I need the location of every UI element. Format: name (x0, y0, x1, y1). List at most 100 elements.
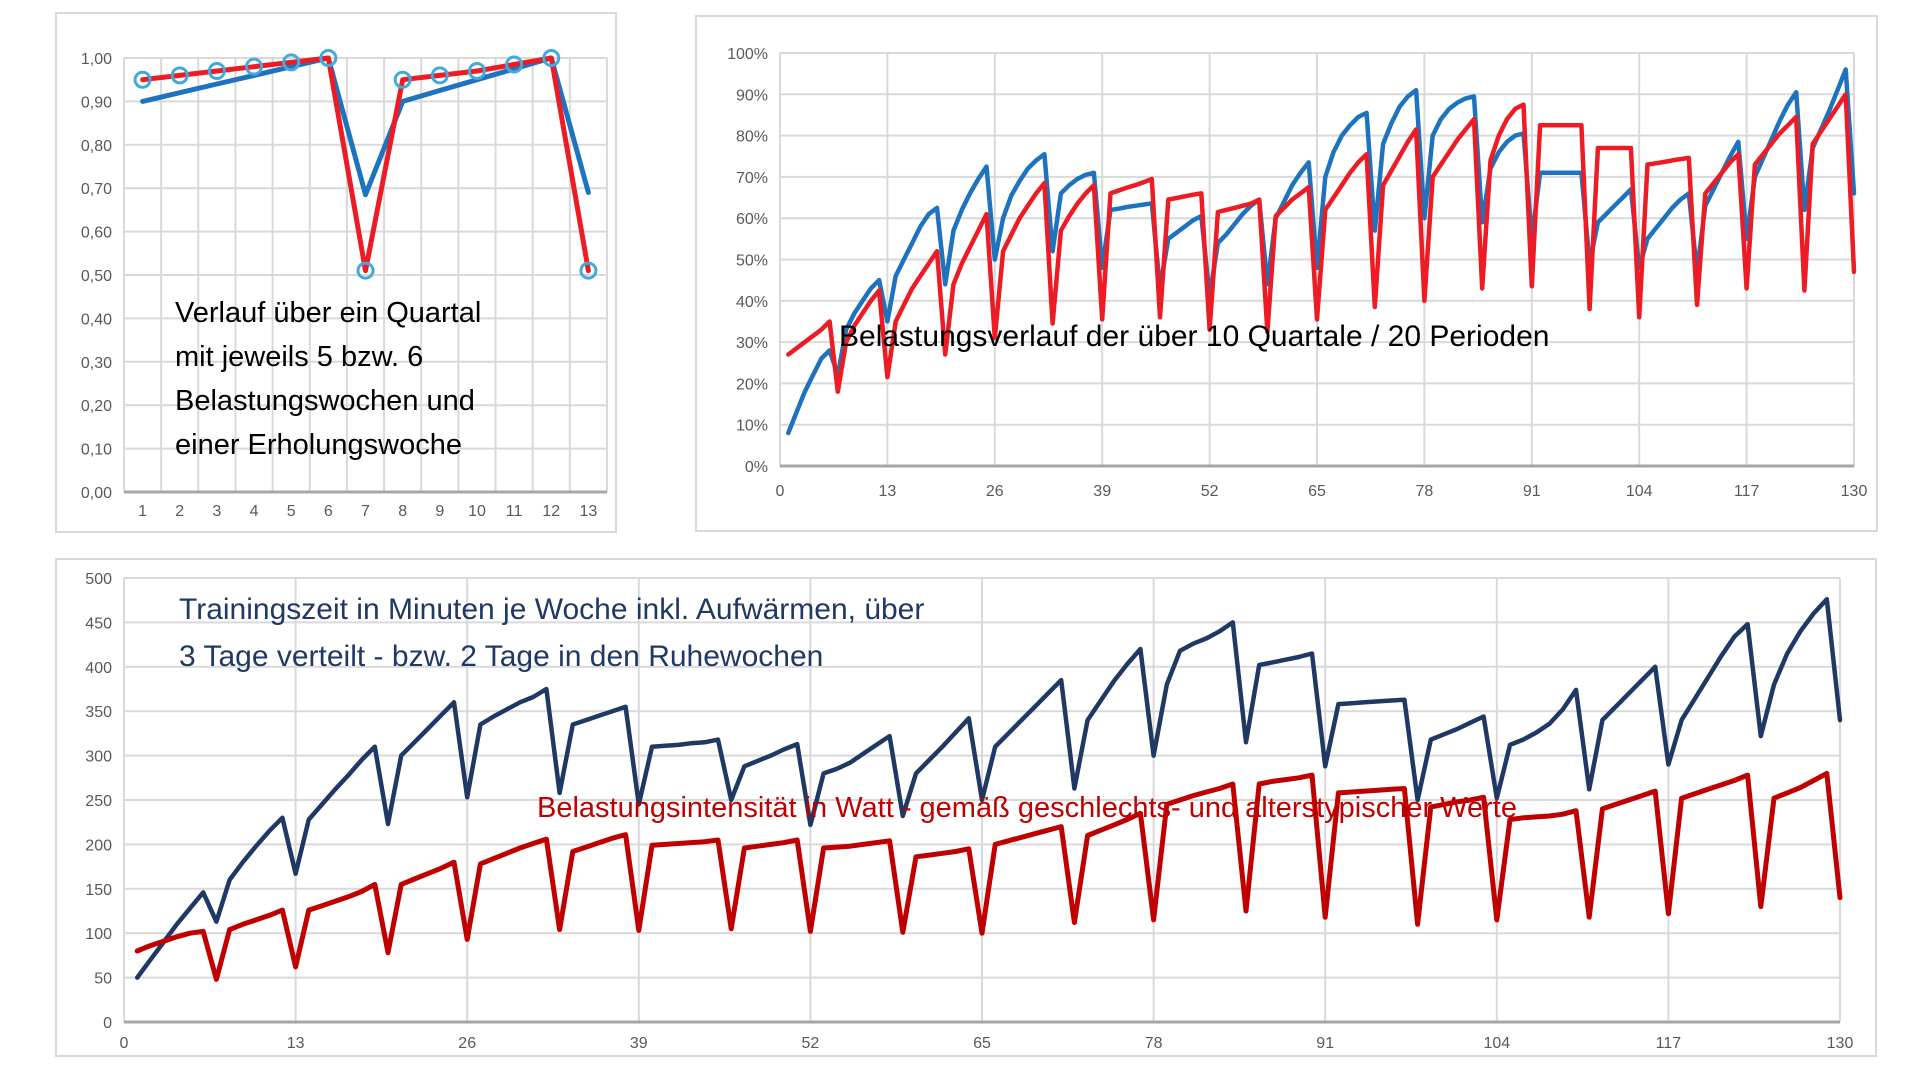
x-tick-label: 52 (802, 1035, 820, 1052)
x-tick-label: 11 (506, 503, 523, 520)
series-red-line (140, 55, 591, 274)
data-point-marker (282, 53, 301, 72)
x-tick-label: 130 (1827, 1035, 1854, 1052)
y-tick-label: 10% (736, 418, 768, 435)
x-tick-label: 5 (287, 503, 296, 520)
data-point-marker (356, 261, 375, 280)
y-tick-label: 70% (736, 170, 768, 187)
x-tick-label: 26 (986, 483, 1004, 500)
series-blue-line (140, 55, 591, 198)
x-tick-label: 117 (1734, 483, 1760, 500)
y-tick-label: 0,60 (81, 225, 112, 242)
x-tick-label: 7 (361, 503, 370, 520)
x-tick-label: 39 (1093, 483, 1111, 500)
data-point-marker (170, 66, 189, 85)
chart-training-panel: 0 13 26 39 52 65 78 91 104 117 130 0 50 100 150 200 250 3… (55, 558, 1877, 1057)
x-tick-label: 13 (580, 503, 598, 520)
y-tick-label: 200 (85, 837, 112, 854)
annotation-line: einer Erholungswoche (175, 429, 462, 461)
x-tick-label: 26 (458, 1035, 476, 1052)
y-tick-label: 0 (103, 1015, 112, 1032)
chart-quartal-annotation: Verlauf über ein Quartal mit jeweils 5 b… (175, 291, 481, 467)
y-tick-label: 20% (736, 376, 768, 393)
data-point-marker (467, 62, 486, 81)
series-darkred-line (134, 770, 1843, 982)
series-red-line (786, 92, 1857, 394)
y-tick-label: 500 (85, 571, 112, 588)
x-tick-label: 3 (212, 503, 221, 520)
y-tick-label: 0,70 (81, 181, 112, 198)
x-tick-label: 52 (1201, 483, 1219, 500)
y-tick-label: 400 (85, 660, 112, 677)
y-tick-label: 0,10 (81, 442, 112, 459)
y-tick-label: 0,40 (81, 311, 112, 328)
y-tick-label: 0,20 (81, 398, 112, 415)
data-point-marker (505, 55, 524, 74)
y-tick-label: 100% (727, 46, 768, 63)
x-tick-label: 10 (468, 503, 486, 520)
chart-training-annotation-red: Belastungsintensität in Watt - gemäß ges… (537, 792, 1517, 825)
x-tick-label: 13 (287, 1035, 305, 1052)
x-tick-label: 117 (1656, 1035, 1682, 1052)
y-tick-label: 80% (736, 129, 768, 146)
data-point-marker (319, 49, 338, 67)
x-tick-label: 65 (1308, 483, 1326, 500)
x-tick-label: 78 (1145, 1035, 1163, 1052)
x-tick-label: 91 (1523, 483, 1541, 500)
x-tick-label: 39 (630, 1035, 648, 1052)
y-tick-label: 350 (85, 704, 112, 721)
y-tick-label: 50% (736, 253, 768, 270)
y-tick-label: 0,90 (81, 94, 112, 111)
x-tick-label: 13 (879, 483, 897, 500)
x-tick-label: 104 (1483, 1035, 1510, 1052)
y-tick-label: 100 (85, 926, 112, 943)
y-tick-label: 0,50 (81, 268, 112, 285)
x-tick-label: 0 (776, 483, 785, 500)
data-point-marker (207, 62, 226, 81)
data-point-marker (245, 57, 264, 76)
chart-belastungsverlauf-annotation: Belastungsverlauf der über 10 Quartale /… (839, 320, 1549, 354)
data-point-marker (133, 70, 152, 89)
x-tick-label: 0 (120, 1035, 129, 1052)
annotation-line: Trainingszeit in Minuten je Woche inkl. … (179, 593, 925, 626)
y-tick-label: 30% (736, 335, 768, 352)
chart-quartal-panel: 1 2 3 4 5 6 7 8 9 10 11 12 13 0,00 0,10 0,20 0,30 0,40 0,5… (55, 12, 617, 533)
series-navy-line (134, 597, 1843, 980)
x-tick-label: 12 (542, 503, 560, 520)
y-tick-label: 250 (85, 793, 112, 810)
chart-training-canvas: 0 13 26 39 52 65 78 91 104 117 130 0 50 100 150 200 250 3… (85, 571, 1854, 1052)
x-tick-label: 6 (324, 503, 333, 520)
annotation-line: mit jeweils 5 bzw. 6 (175, 341, 424, 373)
annotation-line: Verlauf über ein Quartal (175, 297, 482, 329)
y-tick-label: 0,30 (81, 355, 112, 372)
x-tick-label: 8 (398, 503, 407, 520)
annotation-line: Belastungsintensität in Watt - gemäß ges… (537, 792, 1517, 824)
data-point-marker (430, 66, 449, 85)
annotation-line: Belastungswochen und (175, 385, 475, 417)
series-blue-line (786, 67, 1857, 436)
annotation-line: 3 Tage verteilt - bzw. 2 Tage in den Ruh… (179, 640, 824, 673)
y-tick-label: 0% (745, 459, 768, 476)
y-tick-label: 0,00 (81, 485, 112, 502)
y-tick-label: 90% (736, 87, 768, 104)
x-tick-label: 65 (973, 1035, 991, 1052)
y-tick-label: 0,80 (81, 138, 112, 155)
x-tick-label: 4 (250, 503, 259, 520)
y-tick-label: 1,00 (81, 51, 112, 68)
x-tick-label: 130 (1841, 483, 1868, 500)
chart-training-annotation-blue: Trainingszeit in Minuten je Woche inkl. … (179, 586, 924, 680)
data-point-marker (542, 49, 561, 67)
y-tick-label: 450 (85, 615, 112, 632)
data-point-marker (579, 261, 598, 280)
x-tick-label: 104 (1626, 483, 1653, 500)
y-tick-label: 300 (85, 749, 112, 766)
chart-quartal-canvas: 1 2 3 4 5 6 7 8 9 10 11 12 130,000,100,200,300,400,5… (81, 49, 608, 520)
x-tick-label: 9 (435, 503, 444, 520)
chart-belastungsverlauf-panel: 0 13 26 39 52 65 78 91 104 117 130 0% 10% 20% 30% 40% 50… (695, 15, 1878, 532)
annotation-line: Belastungsverlauf der über 10 Quartale /… (839, 320, 1550, 353)
data-point-marker (393, 70, 412, 89)
y-tick-label: 50 (94, 971, 112, 988)
x-tick-label: 91 (1316, 1035, 1334, 1052)
x-tick-label: 78 (1416, 483, 1434, 500)
